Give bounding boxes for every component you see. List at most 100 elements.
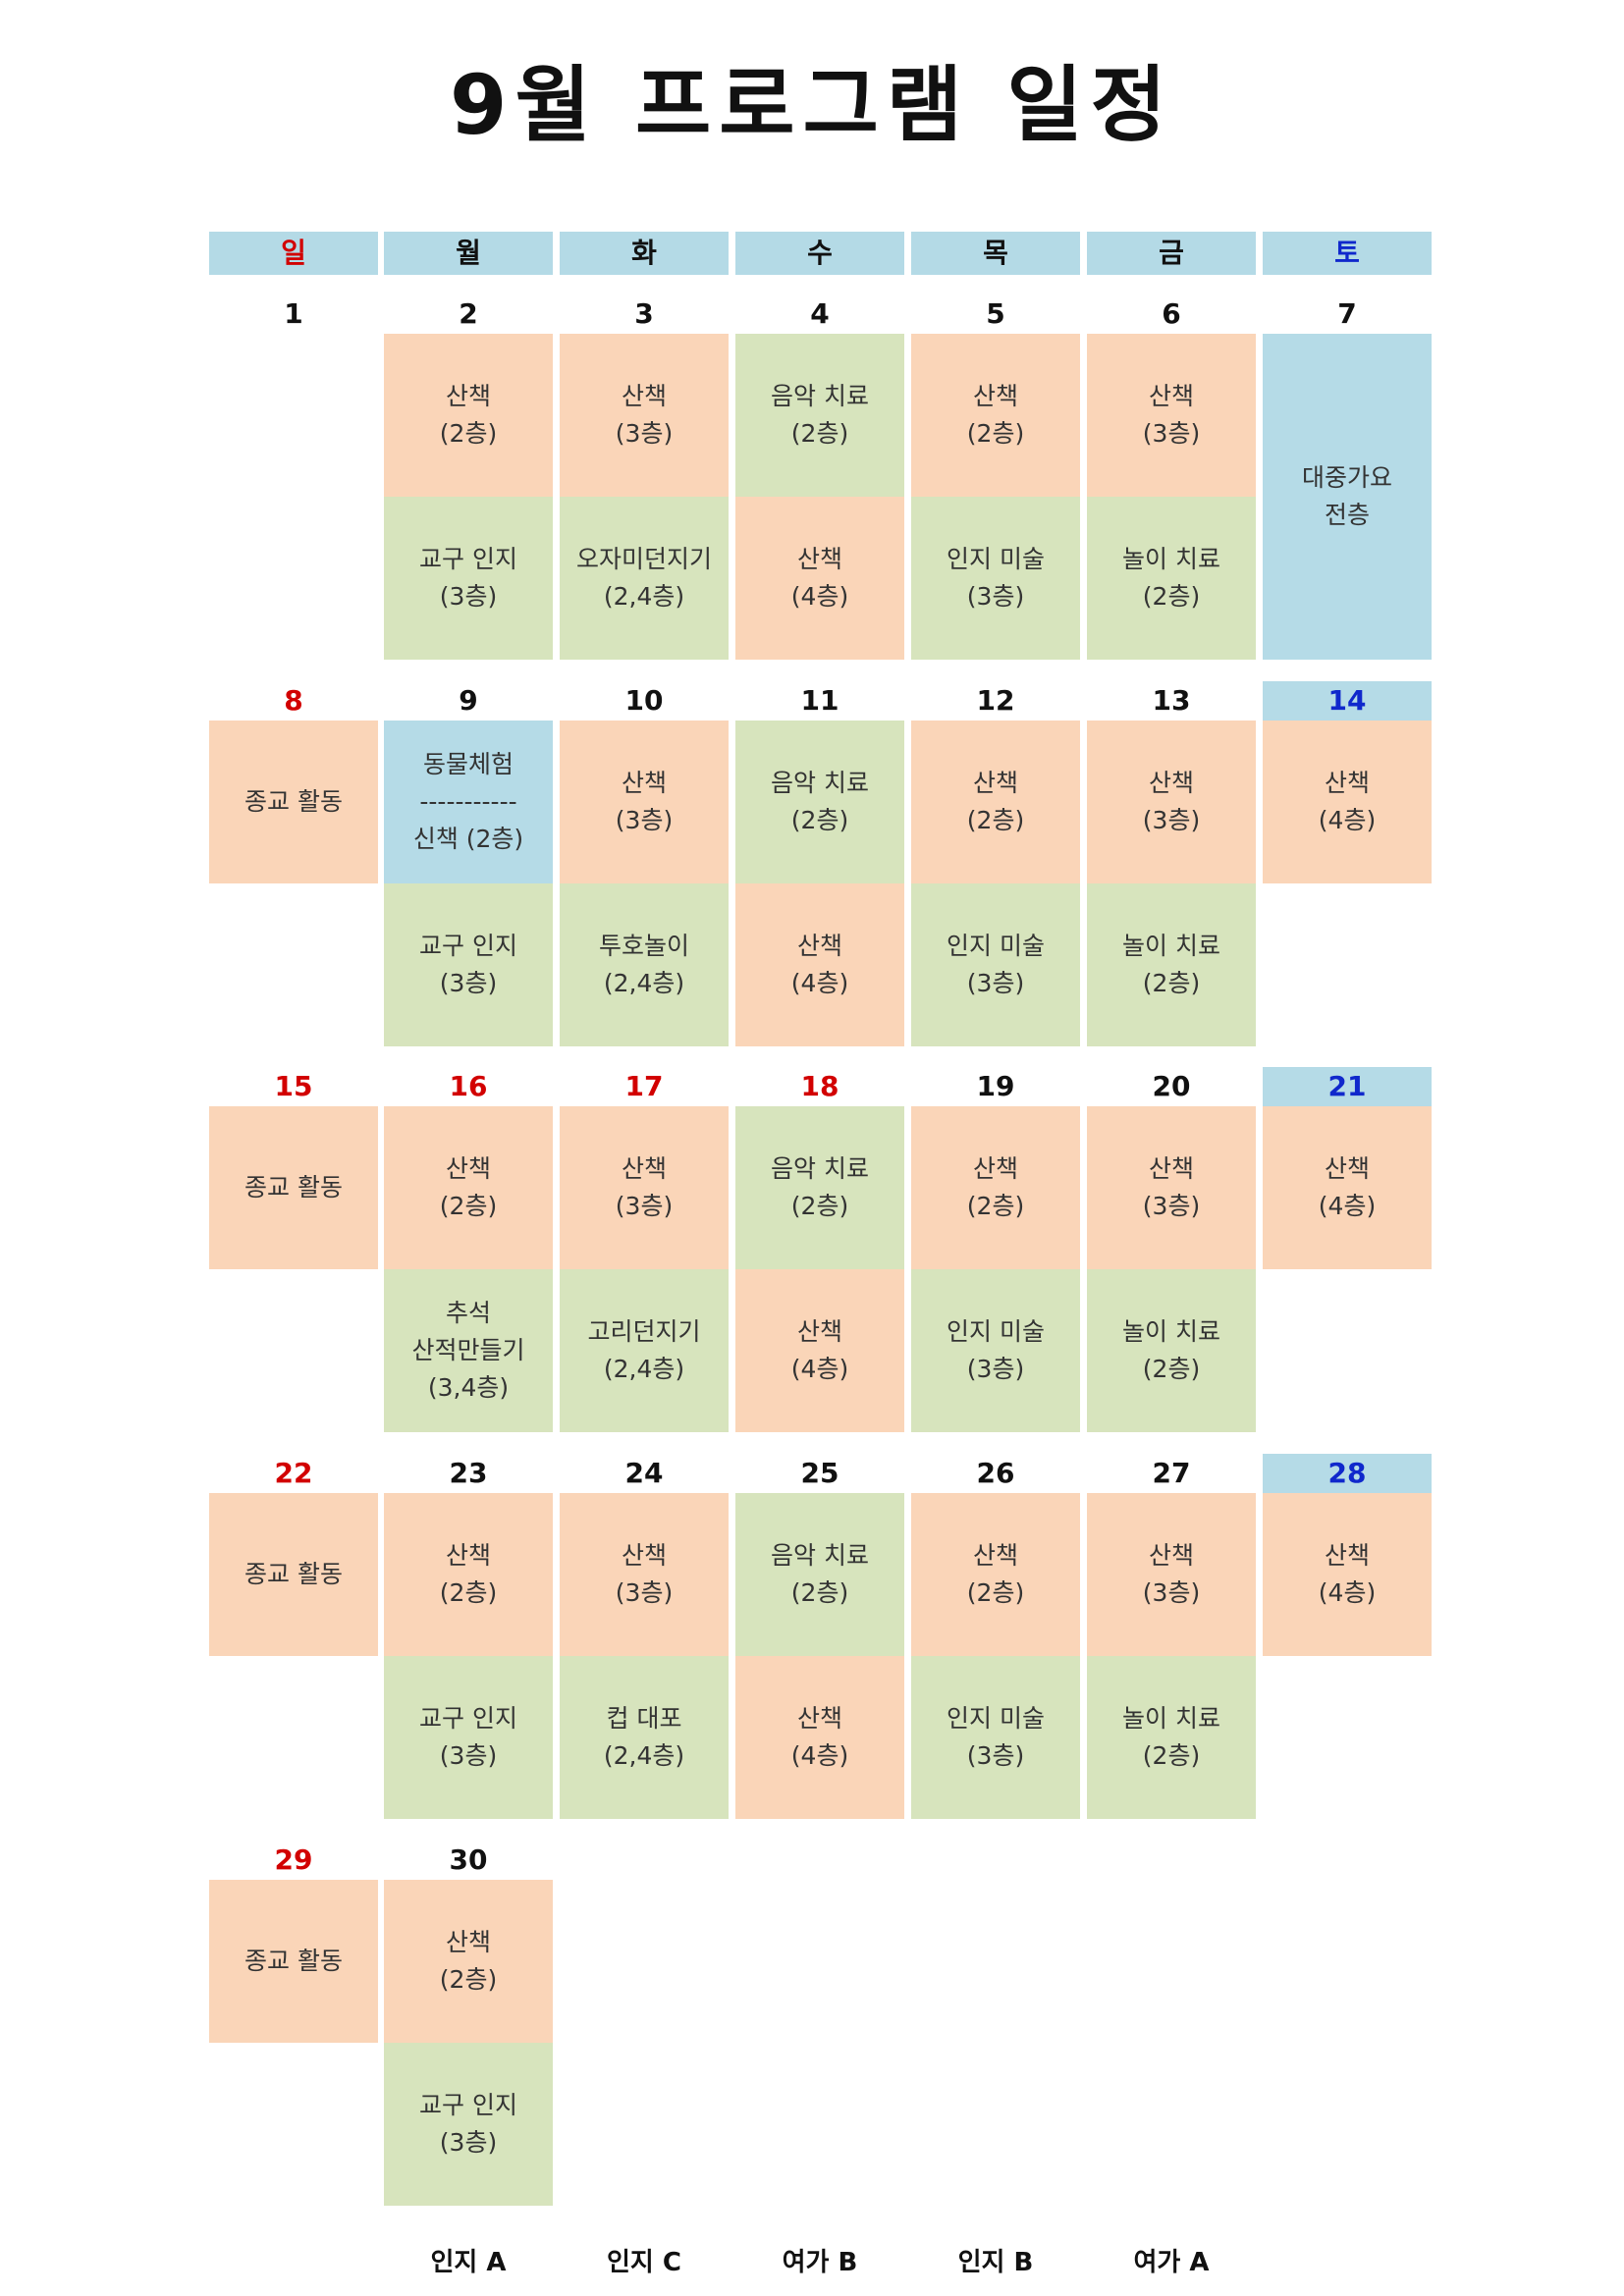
program-text: 산적만들기 (411, 1336, 525, 1364)
day-number: 5 (986, 297, 1005, 330)
program-cell: 종교 활동 (209, 1493, 378, 1656)
program-text: 교구 인지 (419, 1704, 517, 1733)
program-cell: 인지 미술 (3층) (911, 1269, 1080, 1432)
program-text: 추석 (445, 1299, 491, 1327)
program-text: (3층) (966, 582, 1025, 611)
program-text: (3층) (439, 969, 498, 997)
program-text: (2층) (439, 1578, 498, 1607)
program-text: (3층) (439, 1741, 498, 1770)
program-cell: 음악 치료 (2층) (735, 721, 904, 883)
day-number: 6 (1162, 297, 1181, 330)
program-text: 놀이 치료 (1122, 545, 1220, 573)
program-text: (3층) (1142, 1578, 1201, 1607)
program-cell: 놀이 치료 (2층) (1087, 497, 1256, 660)
program-text: (2층) (439, 1965, 498, 1994)
program-text: 종교 활동 (244, 787, 343, 816)
program-text: (2층) (1142, 1741, 1201, 1770)
program-text: (2층) (790, 1192, 849, 1220)
program-cell: 산책 (4층) (735, 497, 904, 660)
program-text: (3,4층) (427, 1373, 510, 1402)
program-text: 산책 (1324, 1541, 1370, 1570)
program-text: 산책 (1148, 382, 1194, 410)
program-text: (2,4층) (603, 1741, 685, 1770)
program-text: 산책 (621, 1541, 667, 1570)
program-text: (2층) (439, 419, 498, 448)
program-text: 컵 대포 (606, 1704, 682, 1733)
program-cell: 놀이 치료 (2층) (1087, 1656, 1256, 1819)
program-cell: 산책 (2층) (384, 1493, 553, 1656)
program-text: (2층) (1142, 582, 1201, 611)
program-text: 종교 활동 (244, 1560, 343, 1588)
day-number: 26 (976, 1457, 1015, 1489)
weekday-header: 목 (911, 232, 1080, 275)
day-number: 15 (274, 1070, 313, 1102)
program-text: (2층) (966, 1192, 1025, 1220)
program-text: (2층) (790, 419, 849, 448)
program-text: (4층) (790, 969, 849, 997)
program-text: 인지 미술 (947, 545, 1045, 573)
day-number: 21 (1263, 1067, 1432, 1106)
page-title: 9월 프로그램 일정 (450, 57, 1174, 153)
weekday-header: 화 (560, 232, 729, 275)
program-text: 산책 (796, 545, 842, 573)
program-cell: 산책 (4층) (735, 1269, 904, 1432)
program-text: (3층) (615, 1578, 674, 1607)
program-text: 놀이 치료 (1122, 1317, 1220, 1346)
day-number: 22 (274, 1457, 313, 1489)
day-number: 8 (284, 684, 303, 717)
day-number: 1 (284, 297, 303, 330)
program-cell: 산책 (3층) (560, 721, 729, 883)
program-text: 산책 (796, 932, 842, 960)
weekday-header: 수 (735, 232, 904, 275)
program-cell: 산책 (2층) (911, 1493, 1080, 1656)
day-number: 18 (800, 1070, 839, 1102)
day-number: 19 (976, 1070, 1015, 1102)
group-label: 인지 B (957, 2248, 1034, 2277)
program-text: 신책 (2층) (412, 825, 524, 853)
program-text: (3층) (615, 806, 674, 834)
program-cell: 산책 (3층) (1087, 1493, 1256, 1656)
program-text: 산책 (972, 1541, 1018, 1570)
day-number: 9 (459, 684, 478, 717)
day-number: 27 (1152, 1457, 1191, 1489)
program-cell: 산책 (2층) (911, 721, 1080, 883)
program-text: (2층) (790, 806, 849, 834)
program-text: (3층) (1142, 1192, 1201, 1220)
program-text: ----------- (419, 787, 517, 816)
program-text: 인지 미술 (947, 1704, 1045, 1733)
program-text: 산책 (445, 1541, 491, 1570)
program-text: 종교 활동 (244, 1173, 343, 1201)
group-label: 인지 C (607, 2248, 681, 2277)
program-cell: 음악 치료 (2층) (735, 1106, 904, 1269)
day-number: 17 (624, 1070, 664, 1102)
program-text: 인지 미술 (947, 1317, 1045, 1346)
program-cell: 동물체험 ----------- 신책 (2층) (384, 721, 553, 883)
day-number: 7 (1337, 297, 1357, 330)
day-number: 23 (449, 1457, 488, 1489)
program-text: 대중가요 (1301, 463, 1392, 492)
program-text: (2층) (966, 806, 1025, 834)
program-text: (3층) (966, 969, 1025, 997)
program-text: 음악 치료 (771, 382, 869, 410)
program-text: (2층) (1142, 1355, 1201, 1383)
program-text: 교구 인지 (419, 545, 517, 573)
program-text: 산책 (972, 382, 1018, 410)
program-text: 산책 (972, 1154, 1018, 1183)
program-text: (3층) (615, 1192, 674, 1220)
program-text: 전층 (1324, 501, 1370, 529)
program-text: (2층) (439, 1192, 498, 1220)
program-text: (4층) (790, 1355, 849, 1383)
program-text: 산책 (1324, 769, 1370, 797)
program-text: (3층) (966, 1355, 1025, 1383)
day-number: 13 (1152, 684, 1191, 717)
program-cell: 인지 미술 (3층) (911, 883, 1080, 1046)
program-cell: 인지 미술 (3층) (911, 1656, 1080, 1819)
program-text: 산책 (796, 1704, 842, 1733)
group-label: 여가 A (1133, 2248, 1210, 2277)
program-text: 음악 치료 (771, 1541, 869, 1570)
program-cell: 교구 인지 (3층) (384, 497, 553, 660)
day-number: 20 (1152, 1070, 1191, 1102)
program-text: 산책 (1324, 1154, 1370, 1183)
day-number: 30 (449, 1843, 488, 1876)
program-cell: 음악 치료 (2층) (735, 1493, 904, 1656)
